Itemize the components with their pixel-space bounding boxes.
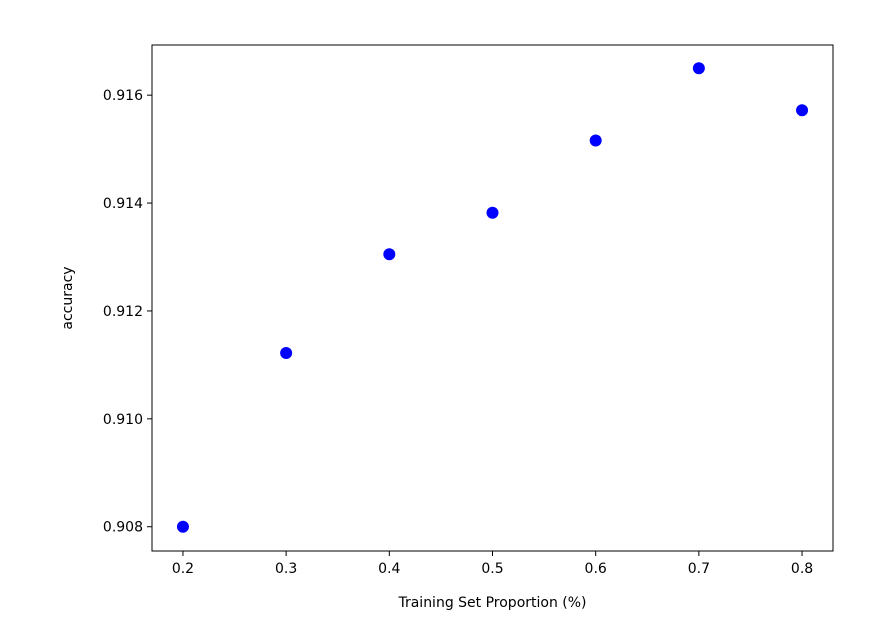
x-tick-label: 0.7 (688, 561, 710, 577)
x-axis-ticks: 0.2 0.3 0.4 0.5 0.6 0.7 0.8 (172, 551, 813, 577)
plot-frame (151, 44, 834, 552)
data-point (383, 248, 396, 261)
data-point (486, 206, 499, 219)
x-tick-label: 0.5 (481, 561, 503, 577)
data-point (176, 520, 189, 533)
data-points (176, 62, 809, 533)
y-axis-ticks: 0.908 0.910 0.912 0.914 0.916 (103, 88, 152, 536)
y-tick-label: 0.916 (103, 88, 143, 104)
x-tick-label: 0.2 (172, 561, 194, 577)
data-point (589, 134, 602, 147)
y-axis-label: accuracy (60, 266, 76, 329)
data-point (796, 104, 809, 117)
x-tick-label: 0.8 (791, 561, 813, 577)
y-tick-label: 0.914 (103, 196, 143, 212)
y-tick-label: 0.908 (103, 520, 143, 536)
data-point (280, 347, 293, 360)
x-tick-label: 0.6 (585, 561, 607, 577)
x-tick-label: 0.3 (275, 561, 297, 577)
x-axis-label: Training Set Proportion (%) (397, 595, 586, 611)
y-tick-label: 0.912 (103, 304, 143, 320)
plot-area (152, 45, 833, 551)
data-point (692, 62, 705, 75)
y-tick-label: 0.910 (103, 412, 143, 428)
x-tick-label: 0.4 (378, 561, 400, 577)
